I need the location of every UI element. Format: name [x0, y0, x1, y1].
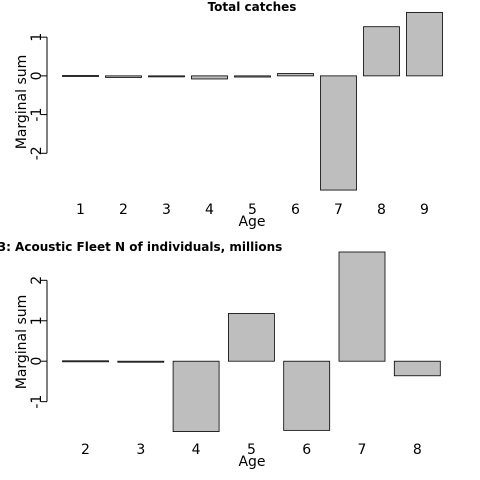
y-tick-label-0-0: -2: [29, 146, 45, 160]
chart-title-0: Total catches: [208, 0, 297, 14]
bar-0-3: [148, 75, 185, 78]
x-tick-label-1-3: 3: [136, 442, 145, 458]
y-tick-label-0-2: 0: [29, 71, 45, 80]
x-tick-label-1-6: 6: [302, 442, 311, 458]
x-tick-label-1-7: 7: [358, 442, 367, 458]
bar-1-5: [227, 313, 275, 362]
x-tick-label-0-5: 5: [248, 202, 257, 218]
chart-title-1: 3: Acoustic Fleet N of individuals, mill…: [0, 240, 282, 254]
bar-1-8: [393, 360, 441, 377]
x-tick-label-0-7: 7: [334, 202, 343, 218]
x-tick-label-1-5: 5: [247, 442, 256, 458]
x-tick-label-0-1: 1: [76, 202, 85, 218]
bar-1-3: [117, 360, 165, 363]
bar-0-9: [406, 11, 443, 77]
x-tick-label-1-2: 2: [81, 442, 90, 458]
bar-1-6: [283, 360, 331, 431]
y-axis-label-1: Marginal sum: [14, 295, 30, 390]
bar-0-2: [105, 75, 142, 78]
x-axis-label-0: Age: [238, 214, 265, 230]
bar-1-2: [62, 360, 109, 363]
y-tick-label-1-1: 0: [29, 357, 45, 366]
bar-0-5: [234, 75, 271, 78]
x-tick-label-0-3: 3: [162, 202, 171, 218]
x-tick-label-0-2: 2: [119, 202, 128, 218]
y-tick-label-0-3: 1: [29, 33, 45, 42]
bar-0-6: [277, 73, 314, 77]
y-tick-label-1-0: -1: [29, 395, 45, 409]
x-tick-label-1-4: 4: [192, 442, 201, 458]
x-tick-label-0-8: 8: [377, 202, 386, 218]
bar-0-1: [62, 75, 99, 77]
y-tick-label-0-1: -1: [29, 108, 45, 122]
x-axis-label-1: Age: [238, 454, 265, 470]
bar-0-8: [363, 26, 400, 77]
y-axis-label-0: Marginal sum: [14, 55, 30, 150]
x-tick-label-1-8: 8: [413, 442, 422, 458]
x-tick-label-0-9: 9: [420, 202, 429, 218]
x-tick-label-0-4: 4: [205, 202, 214, 218]
bar-0-4: [191, 75, 228, 80]
y-tick-label-1-3: 2: [29, 276, 45, 285]
x-tick-label-0-6: 6: [291, 202, 300, 218]
bar-1-7: [338, 251, 386, 362]
bar-1-4: [172, 360, 220, 432]
bar-0-7: [320, 75, 357, 191]
y-tick-label-1-2: 1: [29, 316, 45, 325]
